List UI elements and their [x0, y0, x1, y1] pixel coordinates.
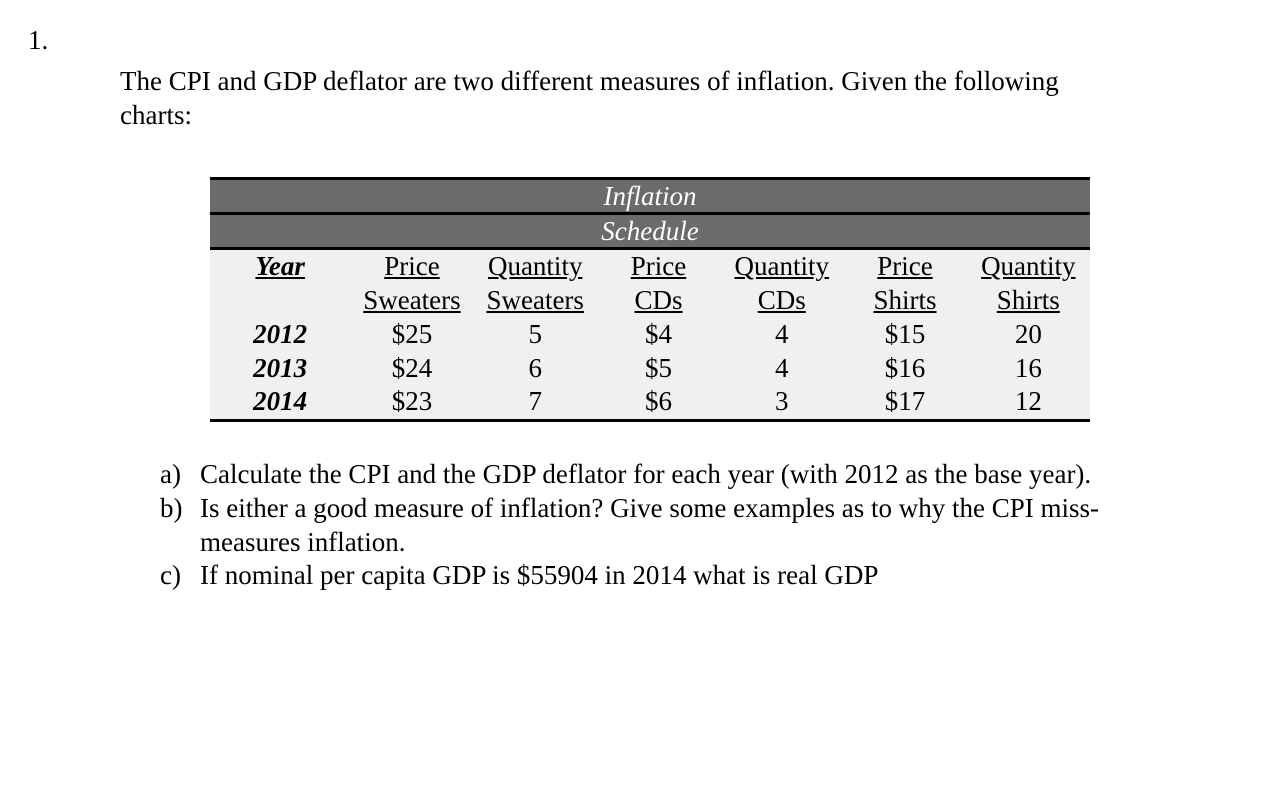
col-header: Price [843, 249, 966, 284]
cell-value: $4 [597, 318, 720, 352]
cell-year: 2012 [210, 318, 350, 352]
question-number: 1. [28, 24, 48, 58]
sub-label: b) [160, 492, 200, 560]
cell-value: 6 [474, 352, 597, 386]
sub-question: a) Calculate the CPI and the GDP deflato… [160, 458, 1100, 492]
cell-value: 4 [720, 318, 843, 352]
table-title-row: Inflation [210, 178, 1090, 213]
col-header: Sweaters [474, 284, 597, 318]
col-header: Sweaters [350, 284, 473, 318]
cell-value: 7 [474, 385, 597, 420]
cell-value: $16 [843, 352, 966, 386]
cell-value: 3 [720, 385, 843, 420]
cell-value: 12 [967, 385, 1090, 420]
cell-value: $23 [350, 385, 473, 420]
table-row: 2012 $25 5 $4 4 $15 20 [210, 318, 1090, 352]
col-header [210, 284, 350, 318]
table-header-row: Sweaters Sweaters CDs CDs Shirts Shirts [210, 284, 1090, 318]
sub-question: c) If nominal per capita GDP is $55904 i… [160, 559, 1100, 593]
cell-value: 4 [720, 352, 843, 386]
col-header: CDs [720, 284, 843, 318]
sub-label: a) [160, 458, 200, 492]
cell-value: 16 [967, 352, 1090, 386]
cell-value: $25 [350, 318, 473, 352]
inflation-table-wrap: Inflation Schedule Year Price Quantity P… [210, 177, 1100, 423]
sub-text: Calculate the CPI and the GDP deflator f… [200, 458, 1100, 492]
col-header: Quantity [967, 249, 1090, 284]
col-header: Shirts [843, 284, 966, 318]
table-row: 2014 $23 7 $6 3 $17 12 [210, 385, 1090, 420]
inflation-table: Inflation Schedule Year Price Quantity P… [210, 177, 1090, 423]
col-header: Price [350, 249, 473, 284]
cell-value: 20 [967, 318, 1090, 352]
table-title-line1: Inflation [210, 178, 1090, 213]
col-header: Year [210, 249, 350, 284]
col-header: Price [597, 249, 720, 284]
col-header: Quantity [720, 249, 843, 284]
sub-text: Is either a good measure of inflation? G… [200, 492, 1100, 560]
cell-value: 5 [474, 318, 597, 352]
intro-text: The CPI and GDP deflator are two differe… [120, 65, 1100, 133]
table-header-row: Year Price Quantity Price Quantity Price… [210, 249, 1090, 284]
sub-questions: a) Calculate the CPI and the GDP deflato… [160, 458, 1100, 593]
cell-value: $15 [843, 318, 966, 352]
sub-text: If nominal per capita GDP is $55904 in 2… [200, 559, 1100, 593]
table-row: 2013 $24 6 $5 4 $16 16 [210, 352, 1090, 386]
table-title-row: Schedule [210, 213, 1090, 248]
cell-year: 2014 [210, 385, 350, 420]
sub-question: b) Is either a good measure of inflation… [160, 492, 1100, 560]
cell-value: $24 [350, 352, 473, 386]
col-header: Shirts [967, 284, 1090, 318]
cell-value: $5 [597, 352, 720, 386]
table-title-line2: Schedule [210, 213, 1090, 248]
page: 1. The CPI and GDP deflator are two diff… [0, 0, 1270, 802]
sub-label: c) [160, 559, 200, 593]
col-header: CDs [597, 284, 720, 318]
question-body: The CPI and GDP deflator are two differe… [120, 65, 1100, 593]
cell-value: $6 [597, 385, 720, 420]
col-header: Quantity [474, 249, 597, 284]
cell-value: $17 [843, 385, 966, 420]
cell-year: 2013 [210, 352, 350, 386]
